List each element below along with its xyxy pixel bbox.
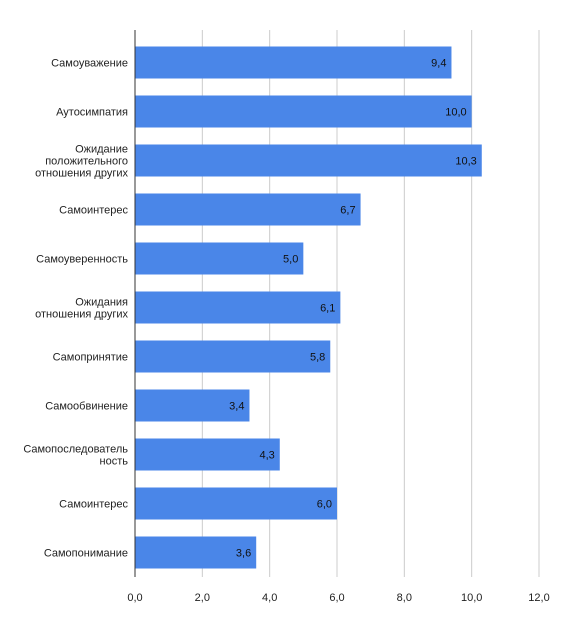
data-label: 10,3	[455, 156, 476, 168]
value-labels: 9,4 10,0 10,3 6,7 5,0 6,1 5,8 3,4 4,3 6,0 3,6	[229, 58, 477, 560]
category-label: Самоуважение	[51, 58, 128, 70]
data-label: 9,4	[431, 58, 446, 70]
bar	[135, 536, 257, 569]
category-labels: Самоуважение Аутосимпатия Ожидание положите…	[23, 58, 128, 560]
category-label: Самопринятие	[53, 352, 128, 364]
bar	[135, 389, 250, 422]
bar	[135, 438, 280, 471]
category-label: Аутосимпатия	[56, 107, 128, 119]
category-label: Самоуверенность	[36, 254, 128, 266]
bars	[135, 46, 482, 569]
data-label: 5,8	[310, 352, 325, 364]
category-label: Самопоследователь ность	[23, 444, 128, 468]
bar	[135, 340, 331, 373]
category-label: Ожидание положительного отношения других	[35, 144, 128, 180]
data-label: 6,1	[320, 303, 335, 315]
bar	[135, 193, 361, 226]
x-tick-label: 2,0	[195, 592, 210, 604]
category-label: Самоинтерес	[59, 499, 128, 511]
data-label: 10,0	[445, 107, 466, 119]
bar	[135, 242, 304, 275]
data-label: 3,4	[229, 401, 244, 413]
category-label: Ожидания отношения других	[35, 297, 128, 321]
data-label: 3,6	[236, 548, 251, 560]
category-label: Самопонимание	[44, 548, 128, 560]
bar	[135, 144, 482, 177]
x-tick-label: 6,0	[329, 592, 344, 604]
x-tick-label: 10,0	[461, 592, 482, 604]
data-label: 6,7	[340, 205, 355, 217]
bar	[135, 291, 341, 324]
data-label: 6,0	[317, 499, 332, 511]
x-tick-label: 8,0	[397, 592, 412, 604]
category-label: Самообвинение	[45, 401, 128, 413]
x-tick-label: 12,0	[528, 592, 549, 604]
x-tick-labels: 0,0 2,0 4,0 6,0 8,0 10,0 12,0	[127, 592, 549, 604]
data-label: 4,3	[259, 450, 274, 462]
bar	[135, 95, 472, 128]
bar	[135, 487, 337, 520]
x-tick-label: 4,0	[262, 592, 277, 604]
bar	[135, 46, 452, 79]
category-label: Самоинтерес	[59, 205, 128, 217]
x-tick-label: 0,0	[127, 592, 142, 604]
data-label: 5,0	[283, 254, 298, 266]
